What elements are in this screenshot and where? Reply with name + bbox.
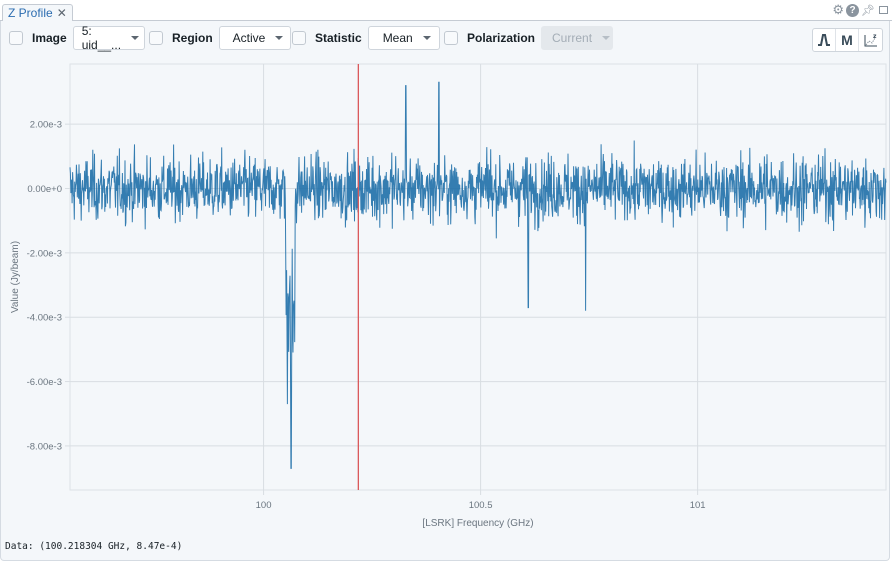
region-checkbox[interactable]: [149, 31, 163, 45]
z-profile-chart[interactable]: 2.00e-3 0.00e+0 -2.00e-3 -4.00e-3 -6.00e-3 -8…: [1, 21, 891, 561]
statistic-label: Statistic: [315, 31, 362, 45]
tab-bar: Z Profile ✕ ⚙ ? 📌︎: [0, 0, 892, 22]
y-axis-ticks: 2.00e-3 0.00e+0 -2.00e-3 -4.00e-3 -6.00e-3 -8…: [27, 120, 70, 452]
plot-area[interactable]: [69, 63, 887, 491]
svg-text:100: 100: [256, 500, 272, 511]
smoothing-icon: [818, 34, 830, 46]
svg-text:0.00e+0: 0.00e+0: [27, 184, 62, 195]
svg-text:z: z: [873, 33, 877, 40]
polarization-control: Polarization Current: [444, 25, 614, 51]
image-select[interactable]: 5: uid__...: [72, 24, 145, 52]
polarization-select: Current: [541, 26, 614, 50]
close-icon[interactable]: ✕: [56, 6, 67, 20]
fitting-button[interactable]: z: [859, 29, 882, 51]
chevron-down-icon: [602, 36, 611, 40]
chevron-down-icon: [131, 36, 140, 40]
image-control: Image 5: uid__...: [9, 24, 145, 52]
svg-text:101: 101: [690, 500, 706, 511]
x-axis-label: [LSRK] Frequency (GHz): [422, 518, 533, 529]
image-label: Image: [32, 31, 67, 45]
region-control: Region Active: [149, 25, 291, 51]
svg-text:-4.00e-3: -4.00e-3: [27, 313, 62, 324]
profile-toolbar: Image 5: uid__... Region Active Statisti…: [1, 24, 891, 52]
x-axis-ticks: 100 100.5 101: [256, 490, 706, 511]
cursor-data-readout: Data: (100.218304 GHz, 8.47e-4): [5, 541, 183, 552]
region-label: Region: [172, 31, 213, 45]
gear-icon[interactable]: ⚙: [832, 2, 845, 17]
help-icon[interactable]: ?: [846, 3, 860, 17]
svg-text:-2.00e-3: -2.00e-3: [27, 248, 62, 259]
maximize-icon[interactable]: [879, 6, 888, 14]
tab-z-profile[interactable]: Z Profile ✕: [2, 4, 73, 22]
z-profile-panel: Image 5: uid__... Region Active Statisti…: [0, 21, 890, 561]
pin-icon[interactable]: 📌︎: [861, 4, 875, 17]
spectrum-line: [69, 81, 887, 469]
fitting-icon: z: [864, 33, 877, 47]
region-select[interactable]: Active: [218, 26, 291, 50]
y-axis-label: Value (Jy/beam): [10, 241, 21, 313]
moments-button[interactable]: M: [836, 29, 859, 51]
svg-text:-8.00e-3: -8.00e-3: [27, 441, 62, 452]
statistic-checkbox[interactable]: [292, 31, 306, 45]
smoothing-button[interactable]: [813, 29, 836, 51]
profile-tools-group: M z: [812, 28, 883, 52]
svg-text:-6.00e-3: -6.00e-3: [27, 377, 62, 388]
image-checkbox[interactable]: [9, 31, 23, 45]
svg-text:2.00e-3: 2.00e-3: [30, 120, 62, 131]
window-controls: ⚙ ? 📌︎: [832, 2, 888, 18]
polarization-label: Polarization: [467, 31, 536, 45]
svg-text:100.5: 100.5: [469, 500, 493, 511]
polarization-checkbox[interactable]: [444, 31, 458, 45]
statistic-control: Statistic Mean: [292, 25, 440, 51]
statistic-select[interactable]: Mean: [367, 26, 440, 50]
chevron-down-icon: [422, 36, 431, 40]
chevron-down-icon: [275, 36, 284, 40]
tab-title: Z Profile: [8, 6, 53, 20]
moments-icon: M: [841, 32, 853, 48]
